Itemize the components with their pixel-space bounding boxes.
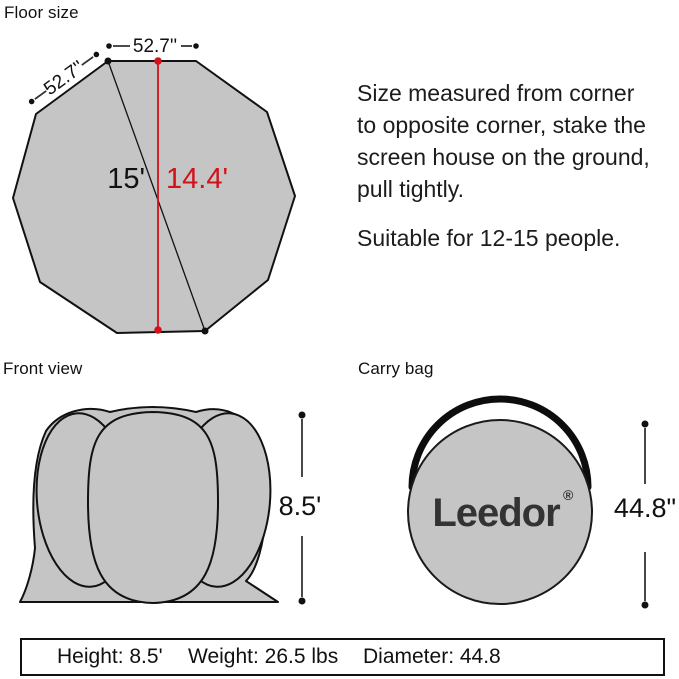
diagonal-dimension-line [107, 60, 206, 332]
dimension-dot [28, 98, 35, 105]
measure-note-line: pull tightly. [357, 176, 464, 202]
dimension-dot [641, 420, 649, 428]
spec-weight: Weight: 26.5 lbs [188, 645, 339, 668]
dimension-tick [34, 90, 47, 100]
diagonal-length-label: 15' [107, 163, 145, 195]
bag-diameter-label: 44.8" [614, 493, 676, 523]
width-length-label: 14.4' [166, 163, 228, 195]
floor-size-title: Floor size [4, 3, 79, 22]
top-edge-length-label: 52.7'' [133, 36, 177, 57]
dimension-dot [298, 597, 306, 605]
diameter-dimension: 44.8" [614, 420, 676, 609]
floor-size-diagram: 52.7'' 52.7'' 15' 14.4' [12, 36, 296, 335]
measure-note: Size measured from corner to opposite co… [357, 77, 679, 205]
brand-logo-text: Leedor [432, 491, 560, 535]
height-dimension: 8.5' [279, 411, 322, 605]
spec-diameter: Diameter: 44.8 [363, 645, 501, 668]
bag-handle [408, 395, 592, 491]
dimension-dot [193, 43, 199, 49]
measure-note-line: screen house on the ground, [357, 144, 650, 170]
diagonal-end-dot [201, 327, 209, 335]
registered-trademark-icon: ® [563, 487, 574, 503]
dimension-dot [106, 43, 112, 49]
dimension-dot [641, 601, 649, 609]
tent-center-panel [86, 410, 220, 605]
front-view-title: Front view [3, 359, 83, 378]
dimension-dot [93, 51, 100, 58]
width-end-dot [154, 57, 162, 65]
measure-note-line: to opposite corner, stake the [357, 112, 646, 138]
width-end-dot [154, 326, 162, 334]
front-view-diagram: 8.5' [19, 406, 322, 605]
tent-height-label: 8.5' [279, 491, 322, 521]
bag-circle [407, 419, 593, 605]
measure-note-line: Size measured from corner [357, 80, 635, 106]
capacity-note: Suitable for 12-15 people. [357, 225, 621, 251]
carry-bag-title: Carry bag [358, 359, 434, 378]
top-edge-dimension: 52.7'' [106, 36, 199, 57]
floor-decagon-shape [12, 60, 296, 334]
dimension-dot [298, 411, 306, 419]
dimension-tick [81, 56, 94, 66]
carry-bag-diagram: Leedor ® 44.8" [407, 395, 676, 609]
spec-height: Height: 8.5' [57, 645, 163, 668]
description-text: Size measured from corner to opposite co… [357, 77, 679, 254]
diagonal-end-dot [104, 57, 112, 65]
spec-bar: Height: 8.5' Weight: 26.5 lbs Diameter: … [20, 638, 665, 676]
